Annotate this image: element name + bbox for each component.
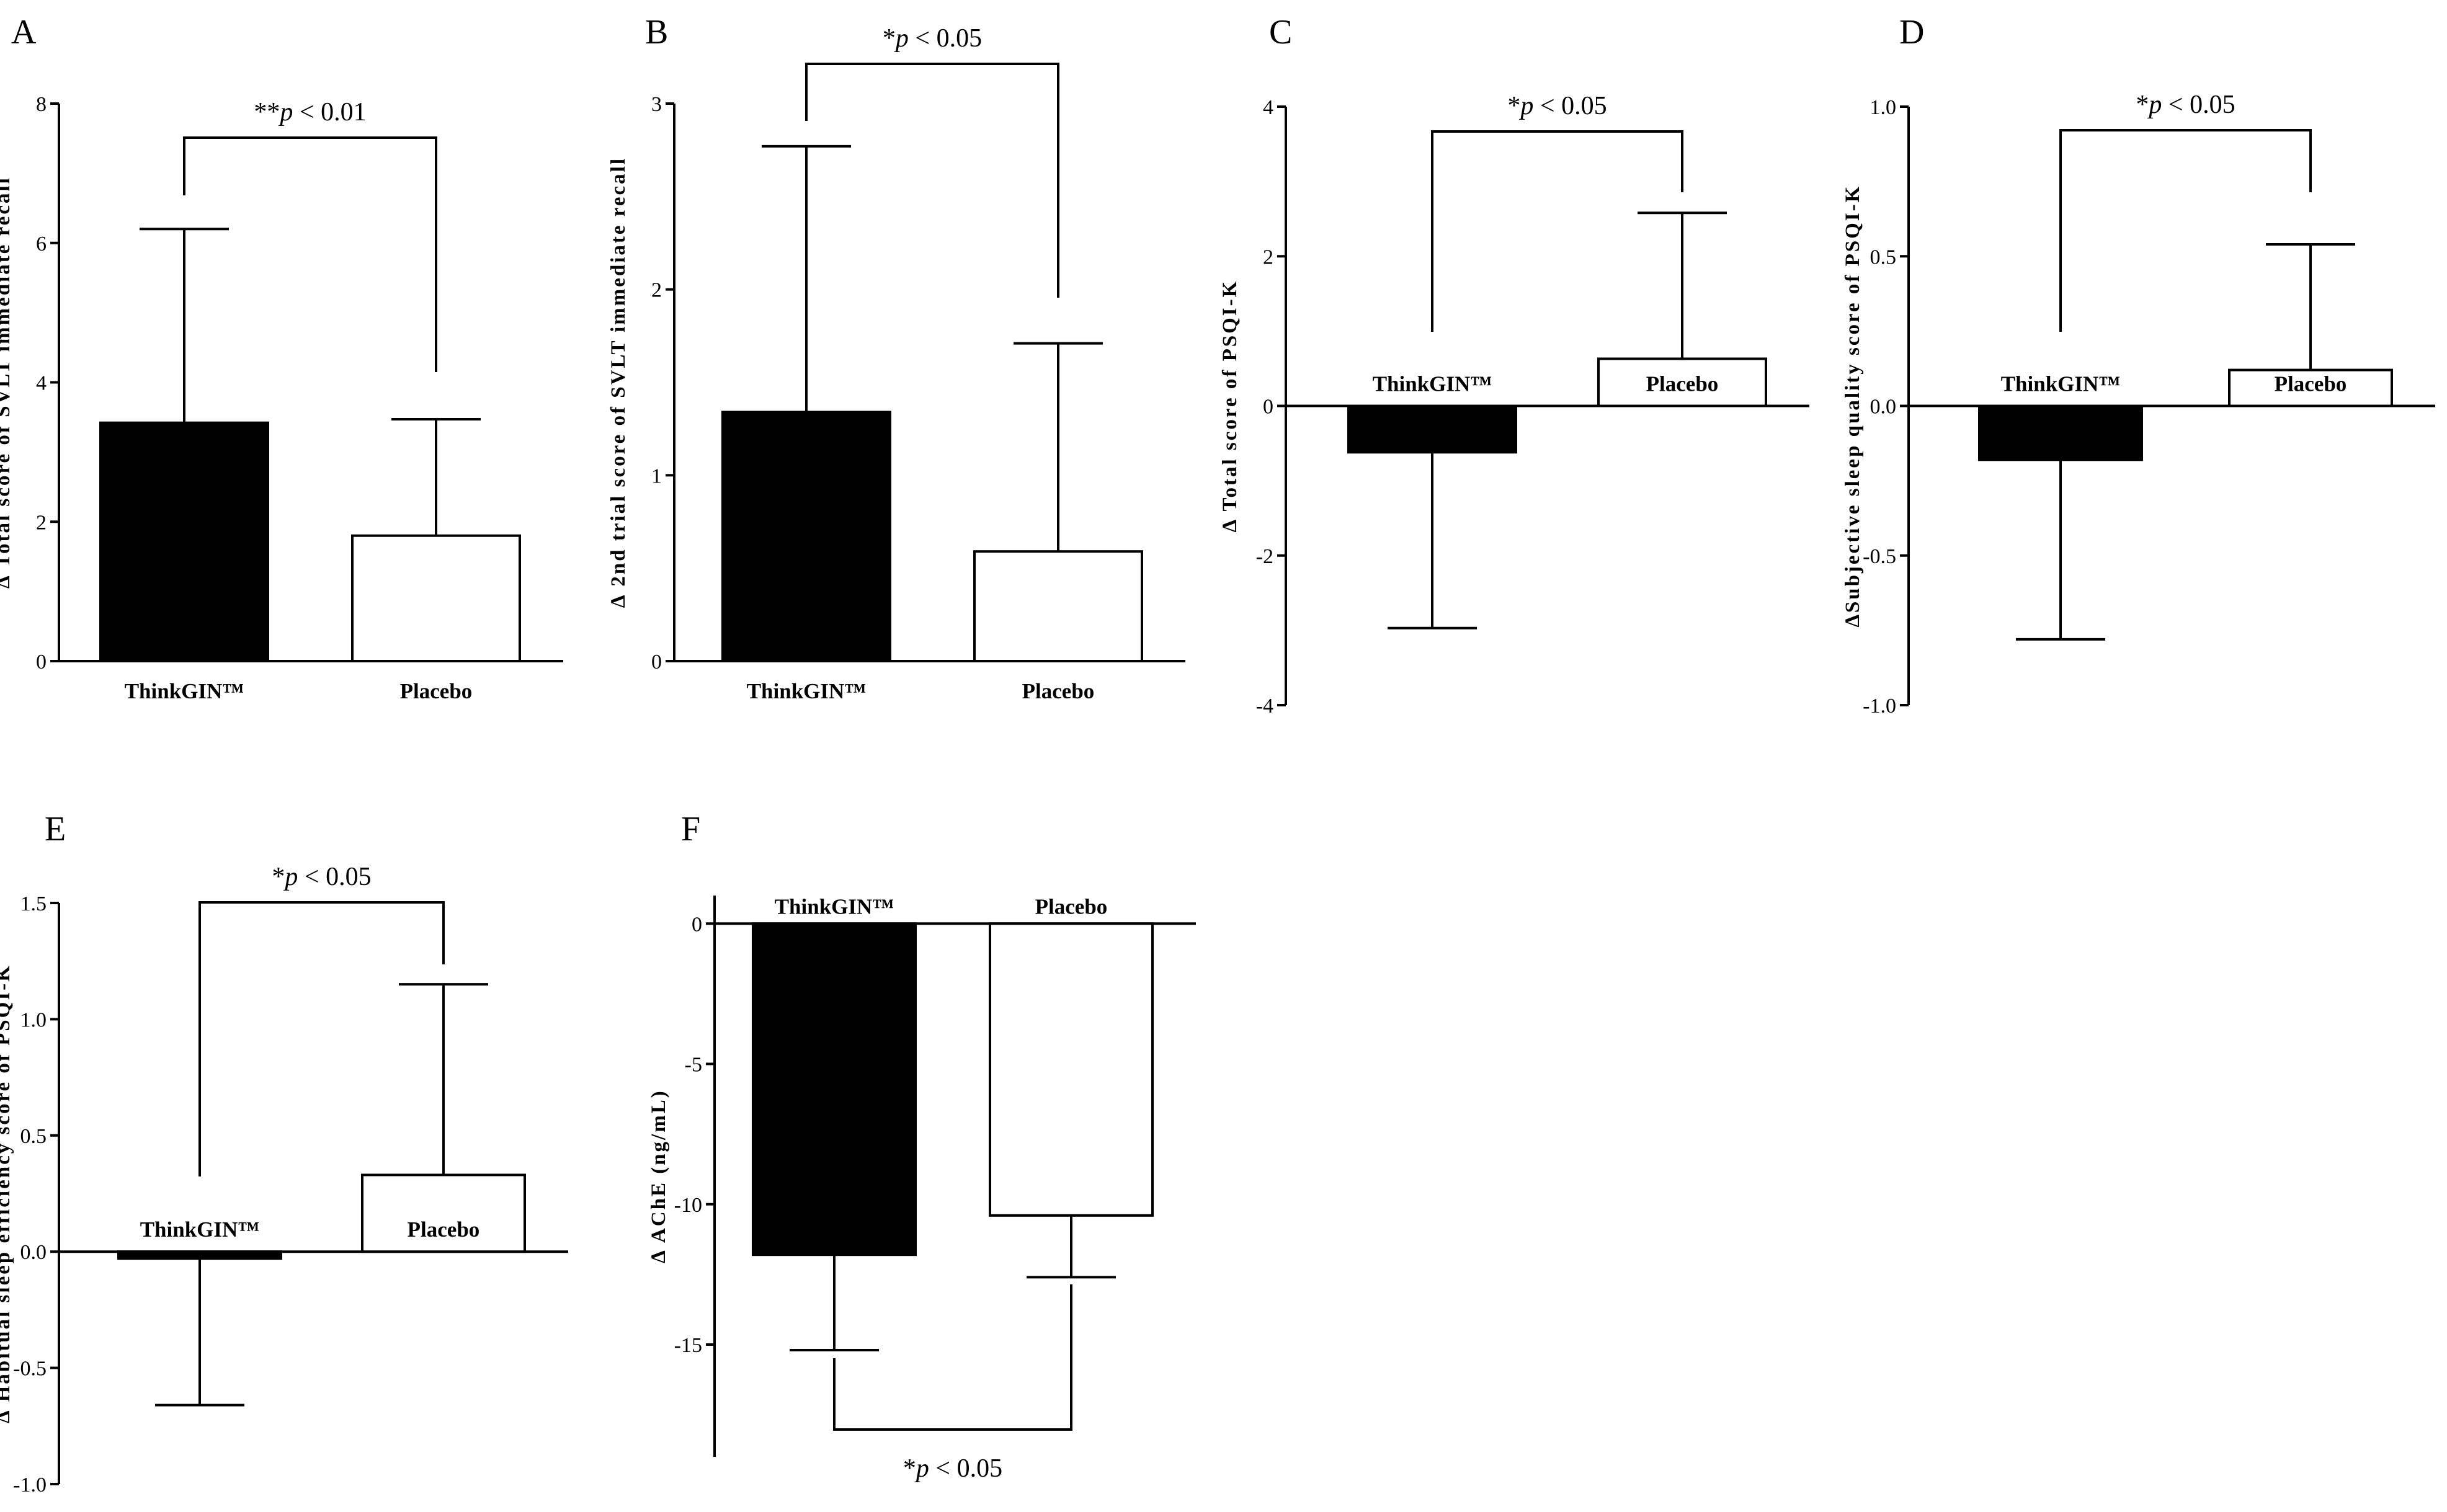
bar-placebo [2228,368,2393,407]
y-tick-label: -1.0 [13,1474,47,1496]
panel-label: D [1899,13,1924,51]
y-tick-label: -2 [1256,545,1273,568]
category-label: ThinkGIN™ [125,679,244,703]
chart-panel-e: E -1.0 -0.5 0.0 0.5 1.0 1.5 ∆ Habitual sleep ef… [0,810,568,1496]
bar-thinkgin [752,922,917,1256]
y-axis-label: ∆Subjective sleep quality score of PSQI-… [1842,185,1864,628]
chart-panel-a: A 0 2 4 6 8 ∆ Total score of SVLT immediate re… [0,13,563,703]
bar-placebo [351,534,521,662]
category-label: Placebo [1646,372,1719,396]
significance-label: *p < 0.05 [903,1454,1002,1483]
bar-thinkgin [1347,404,1517,454]
category-label: ThinkGIN™ [747,679,867,703]
category-label: ThinkGIN™ [140,1217,260,1242]
significance-bracket [805,63,1059,298]
y-tick-label: 3 [651,93,662,116]
y-axis-label: ∆ 2nd trial score of SVLT immediate reca… [607,157,630,608]
chart-panel-b: B 0 1 2 3 ∆ 2nd trial score of SVLT immediate… [607,13,1185,703]
y-tick-label: 1 [651,465,662,487]
significance-label: *p < 0.05 [1507,92,1607,120]
category-label: ThinkGIN™ [2001,372,2121,396]
y-tick-label: 0.0 [1870,396,1897,419]
bar-thinkgin [1978,404,2143,461]
y-tick-label: -5 [685,1054,702,1077]
panel-label: F [681,810,700,848]
bar-placebo [973,550,1143,662]
chart-panel-f: F -15 -10 -5 0 ∆ AChE (ng/mL) ThinkGIN™ Placebo… [648,810,1196,1483]
y-axis-label: ∆ Habitual sleep efficiency score of PSQ… [0,964,14,1423]
significance-bracket [1431,130,1683,332]
y-axis-label: ∆ Total score of PSQI-K [1219,280,1241,533]
y-tick-label: 2 [1263,246,1273,269]
bar-placebo [1597,357,1767,407]
y-axis-label: ∆ Total score of SVLT immediate recall [0,176,14,589]
chart-panel-c: C -4 -2 0 2 4 ∆ Total score of PSQI-K ThinkGIN™… [1219,13,1809,718]
y-tick-label: -0.5 [1863,545,1896,568]
significance-label: *p < 0.05 [883,24,982,53]
significance-bracket [198,901,445,1176]
significance-bracket [2059,129,2312,332]
y-tick-label: 1.0 [20,1008,47,1031]
category-label: Placebo [1035,894,1108,918]
panel-label: E [45,810,66,848]
y-tick-label: -1.0 [1863,695,1896,718]
chart-panel-d: D -1.0 -0.5 0.0 0.5 1.0 ∆Subjective sleep qual… [1842,13,2435,718]
category-label: Placebo [400,679,473,703]
bar-placebo [989,922,1154,1217]
panel-label: A [11,13,37,51]
y-tick-label: 6 [36,233,47,256]
y-tick-label: 0 [651,651,662,674]
significance-bracket [183,136,437,372]
bar-thinkgin [721,411,891,662]
y-tick-label: 1.5 [20,892,47,915]
y-tick-label: 2 [36,511,47,534]
y-tick-label: 0 [692,913,702,936]
y-tick-label: 2 [651,279,662,302]
y-tick-label: 0 [36,651,47,674]
panel-label: C [1269,13,1292,51]
panel-label: B [645,13,668,51]
bar-thinkgin [117,1250,282,1260]
significance-label: **p < 0.01 [254,98,366,127]
category-label: Placebo [408,1217,480,1242]
y-tick-label: -15 [674,1334,702,1357]
y-axis-label: ∆ AChE (ng/mL) [648,1089,670,1263]
y-tick-label: -4 [1256,695,1273,718]
y-tick-label: 4 [1263,96,1273,119]
significance-bracket [833,1284,1072,1431]
y-tick-label: -10 [674,1194,702,1217]
category-label: ThinkGIN™ [775,894,894,918]
y-tick-label: 4 [36,372,47,395]
y-tick-label: -0.5 [13,1358,47,1381]
significance-label: *p < 0.05 [2136,91,2235,119]
y-tick-label: 8 [36,93,47,116]
y-tick-label: 0.0 [20,1241,47,1264]
category-label: ThinkGIN™ [1373,372,1492,396]
y-tick-label: 0.5 [20,1125,47,1148]
y-tick-label: 0 [1263,396,1273,419]
category-label: Placebo [2275,372,2347,396]
bar-thinkgin [99,421,269,662]
significance-label: *p < 0.05 [272,863,371,891]
y-tick-label: 1.0 [1870,96,1897,119]
bar-placebo [361,1173,526,1253]
category-label: Placebo [1022,679,1095,703]
y-tick-label: 0.5 [1870,246,1897,269]
